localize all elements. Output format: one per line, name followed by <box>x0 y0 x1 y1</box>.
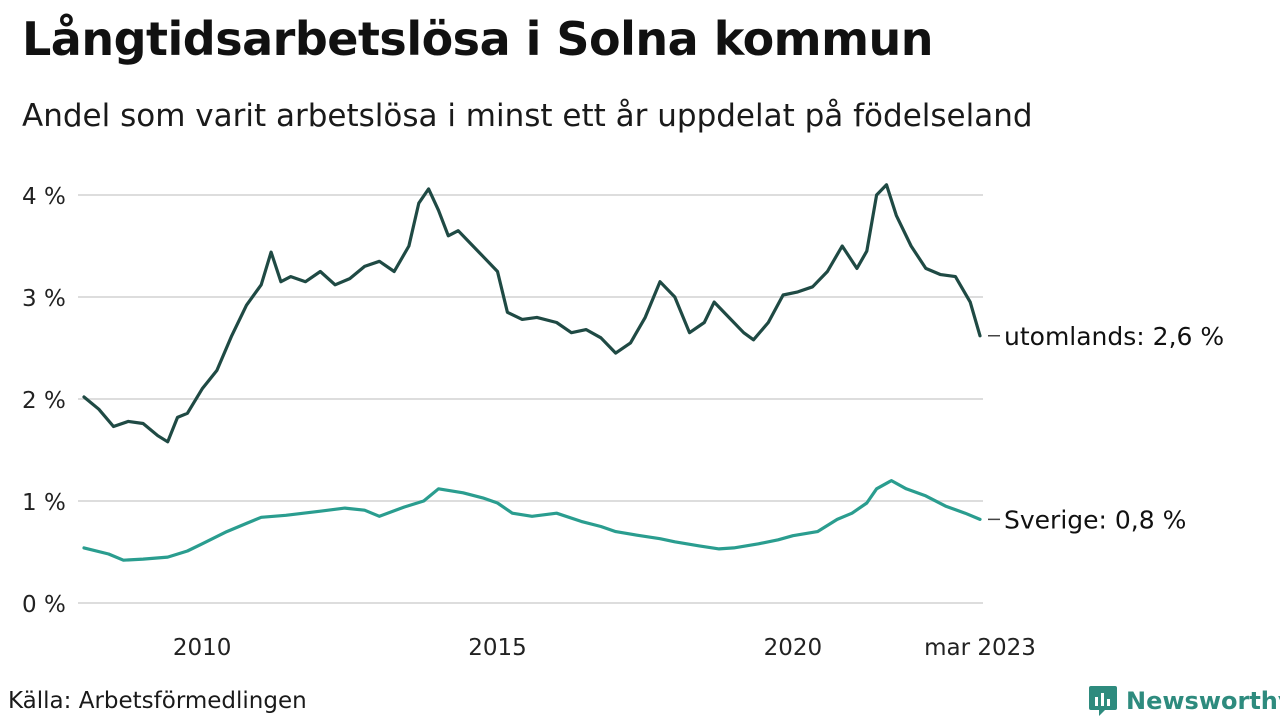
chart-title: Långtidsarbetslösa i Solna kommun <box>22 12 934 66</box>
y-tick-label: 4 % <box>22 184 66 210</box>
y-tick-label: 3 % <box>22 286 66 312</box>
y-tick-label: 1 % <box>22 490 66 516</box>
x-tick-label: 2015 <box>468 635 527 661</box>
series-lines <box>82 183 982 562</box>
line-chart: 0 % 1 % 2 % 3 % 4 % 2010 2015 2020 mar 2023 uto… <box>22 183 1224 661</box>
end-label-sverige: Sverige: 0,8 % <box>1004 505 1186 534</box>
y-axis-ticks: 0 % 1 % 2 % 3 % 4 % <box>22 184 66 618</box>
brand[interactable]: Newsworthy <box>1088 684 1280 718</box>
x-tick-label: 2020 <box>764 635 823 661</box>
x-tick-label: mar 2023 <box>924 635 1036 661</box>
x-tick-label: 2010 <box>173 635 232 661</box>
chart-subtitle: Andel som varit arbetslösa i minst ett å… <box>22 98 1033 134</box>
y-tick-label: 2 % <box>22 388 66 414</box>
source-note: Källa: Arbetsförmedlingen <box>8 688 307 714</box>
gridlines <box>78 194 983 604</box>
series-line-utomlands <box>82 183 982 444</box>
x-axis-ticks: 2010 2015 2020 mar 2023 <box>173 635 1036 661</box>
series-line-sverige <box>82 479 982 562</box>
newsworthy-logo-icon <box>1089 686 1117 716</box>
y-tick-label: 0 % <box>22 592 66 618</box>
brand-name: Newsworthy <box>1126 687 1280 715</box>
series-end-labels: utomlands: 2,6 % Sverige: 0,8 % <box>988 322 1224 534</box>
end-label-utomlands: utomlands: 2,6 % <box>1004 322 1224 351</box>
